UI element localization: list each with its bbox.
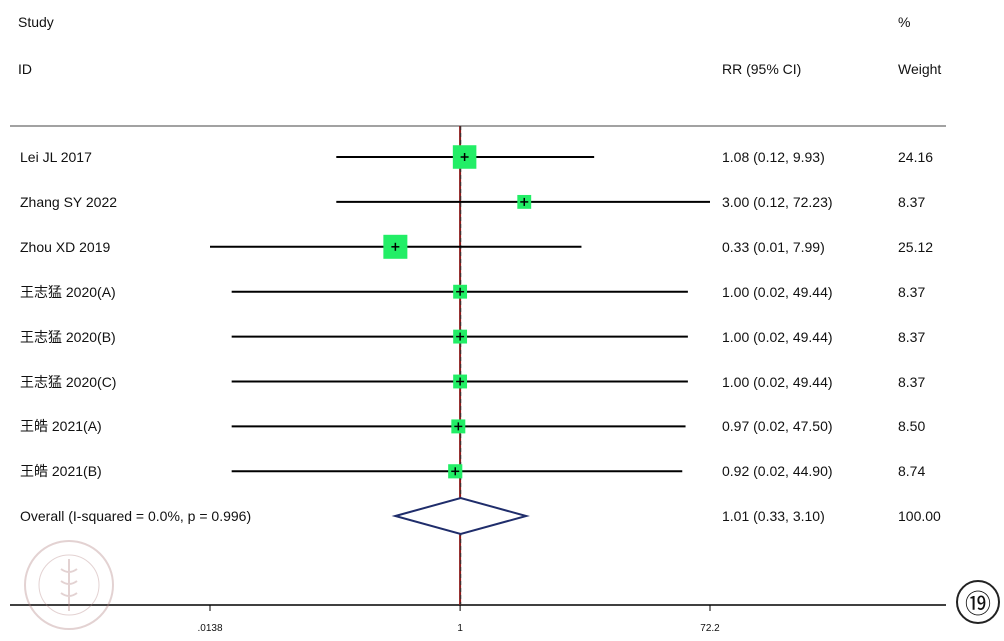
study-weight: 8.37 <box>898 328 926 345</box>
study-weight: 8.50 <box>898 418 926 435</box>
study-weight: 8.37 <box>898 283 926 300</box>
association-seal-logo <box>24 540 114 630</box>
overall-diamond <box>391 496 530 536</box>
study-weight: 8.37 <box>898 193 926 210</box>
study-rr-ci: 1.00 (0.02, 49.44) <box>722 283 833 300</box>
study-label: 王志猛 2020(C) <box>20 373 117 390</box>
study-weight: 8.74 <box>898 463 926 480</box>
overall-weight: 100.00 <box>898 508 941 524</box>
study-label: 王皓 2021(B) <box>20 463 102 480</box>
x-tick-label: 72.2 <box>700 623 720 634</box>
study-weight: 25.12 <box>898 238 934 255</box>
study-rr-ci: 0.92 (0.02, 44.90) <box>722 463 833 480</box>
study-rr-ci: 0.97 (0.02, 47.50) <box>722 418 833 435</box>
study-label: 王志猛 2020(B) <box>20 328 116 345</box>
study-rr-ci: 1.00 (0.02, 49.44) <box>722 373 833 390</box>
overall-rr-ci: 1.01 (0.33, 3.10) <box>722 508 825 524</box>
x-tick-label: .0138 <box>197 623 223 634</box>
study-rr-ci: 1.08 (0.12, 9.93) <box>722 149 825 165</box>
study-label: Zhang SY 2022 <box>20 193 118 210</box>
header-id: ID <box>18 61 32 77</box>
study-label: 王皓 2021(A) <box>20 418 102 435</box>
study-rr-ci: 1.00 (0.02, 49.44) <box>722 328 833 345</box>
study-label: Zhou XD 2019 <box>20 238 111 255</box>
study-rr-ci: 3.00 (0.12, 72.23) <box>722 193 833 210</box>
header-weight: Weight <box>898 61 942 77</box>
header-percent: % <box>898 14 911 30</box>
header-study: Study <box>18 14 54 30</box>
study-weight: 24.16 <box>898 149 934 165</box>
figure-number-badge: ⑲ <box>956 580 1000 624</box>
study-label: 王志猛 2020(A) <box>20 283 116 300</box>
x-tick-label: 1 <box>457 623 463 634</box>
study-weight: 8.37 <box>898 373 926 390</box>
overall-label: Overall (I-squared = 0.0%, p = 0.996) <box>20 508 252 524</box>
header-rr-ci: RR (95% CI) <box>722 61 802 77</box>
study-label: Lei JL 2017 <box>20 149 92 165</box>
study-rr-ci: 0.33 (0.01, 7.99) <box>722 238 825 255</box>
